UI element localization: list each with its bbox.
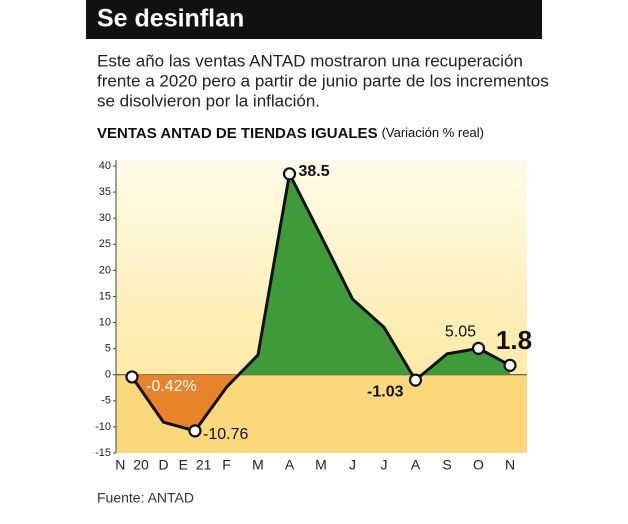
source: Fuente: ANTAD: [97, 490, 194, 506]
y-tick-label: -15: [95, 447, 111, 459]
x-tick-label: E 21: [179, 457, 212, 473]
area-positive: [132, 173, 510, 375]
y-tick-label: 40: [99, 160, 111, 172]
point-marker: [471, 341, 486, 355]
value-label: 5.05: [445, 324, 476, 341]
y-tick-label: 0: [105, 369, 111, 381]
x-tick-label: M: [252, 457, 264, 473]
header-bar: [86, 0, 542, 39]
value-label: -1.03: [367, 383, 404, 400]
x-tick-label: S: [442, 457, 451, 473]
description-line: frente a 2020 pero a partir de junio par…: [97, 71, 549, 90]
point-marker: [282, 167, 297, 181]
y-tick-label: 30: [99, 212, 111, 224]
y-tick-label: -10: [95, 421, 111, 433]
y-tick-label: 25: [99, 238, 111, 250]
y-tick-label: -5: [101, 395, 111, 407]
value-label: -0.42%: [146, 378, 197, 395]
x-tick-label: O: [473, 457, 484, 473]
x-tick-label: M: [315, 457, 327, 473]
x-tick-label: A: [411, 457, 421, 473]
point-marker: [408, 373, 423, 387]
value-label: 38.5: [299, 163, 330, 180]
x-tick-label: J: [349, 457, 356, 473]
y-tick-label: 35: [99, 186, 111, 198]
chart-title: VENTAS ANTAD DE TIENDAS IGUALES (Variació…: [97, 125, 484, 142]
y-tick-label: 5: [105, 343, 111, 355]
x-tick-label: J: [381, 457, 388, 473]
value-label: 1.8: [496, 325, 532, 355]
point-marker: [125, 370, 139, 384]
value-label: -10.76: [203, 426, 248, 443]
x-tick-label: A: [285, 457, 295, 473]
point-marker: [503, 358, 517, 372]
x-tick-label: F: [222, 457, 231, 473]
header-title: Se desinflan: [97, 5, 244, 33]
x-tick-label: N: [505, 457, 515, 473]
x-tick-label: N 20: [115, 457, 149, 473]
point-marker: [188, 424, 202, 438]
y-tick-label: 15: [99, 290, 111, 302]
description-line: se disolvieron por la inflación.: [97, 91, 320, 110]
description-line: Este año las ventas ANTAD mostraron una …: [97, 51, 523, 70]
plot: 40 35 30 25 20 15 10 5 0 -5 -10 -15 N 20 D E 21 F M A M J J A…: [95, 160, 532, 473]
x-tick-label: D: [158, 457, 168, 473]
chart-subtitle: (Variación % real): [382, 125, 484, 140]
y-tick-label: 10: [99, 316, 111, 328]
y-tick-label: 20: [99, 264, 111, 276]
chart-title-main: VENTAS ANTAD DE TIENDAS IGUALES: [97, 125, 378, 142]
